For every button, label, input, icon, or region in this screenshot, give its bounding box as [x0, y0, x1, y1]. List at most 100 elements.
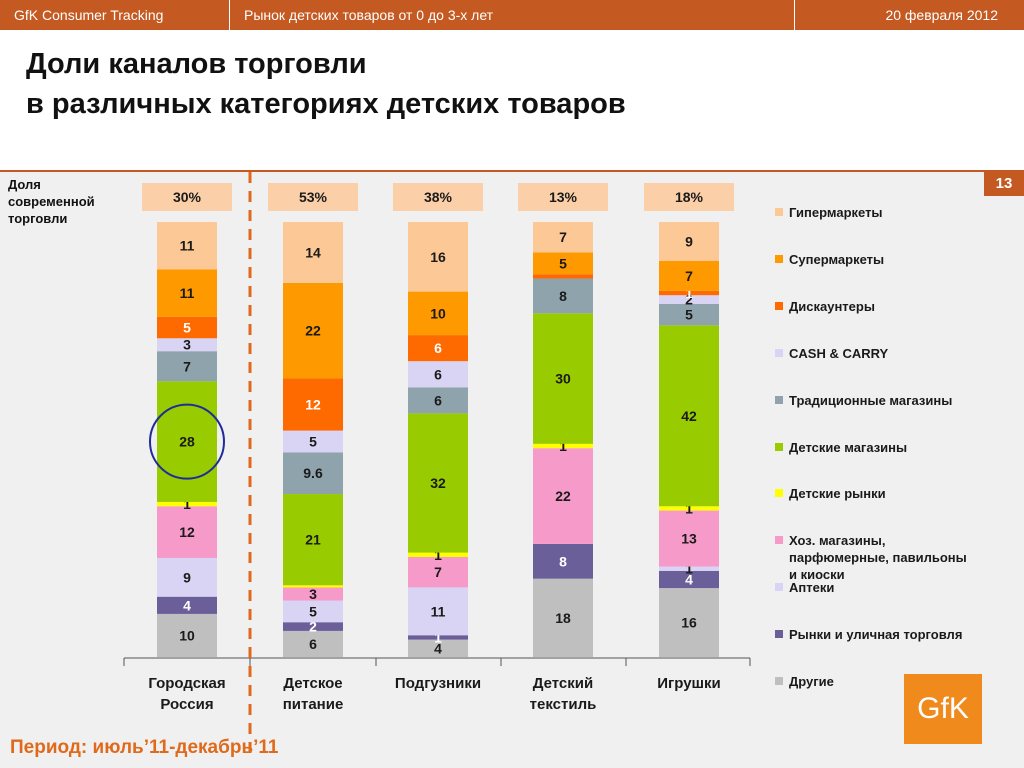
- bar-data-label: 28: [179, 434, 195, 450]
- legend-swatch: [775, 443, 783, 451]
- legend-label: CASH & CARRY: [789, 346, 889, 361]
- legend-label: Гипермаркеты: [789, 205, 883, 220]
- bar-data-label: 3: [183, 337, 191, 353]
- bar-segment: [659, 303, 719, 326]
- bar-segment: [408, 639, 468, 657]
- legend-swatch: [775, 536, 783, 544]
- bar-segment: [283, 585, 343, 588]
- legend-swatch: [775, 630, 783, 638]
- title-divider: [0, 170, 1024, 172]
- bar-segment: [533, 313, 593, 444]
- bar-data-label: 6: [434, 366, 442, 382]
- bar-segment: [283, 494, 343, 586]
- header-bar: GfK Consumer Tracking Рынок детских това…: [0, 0, 1024, 30]
- legend-swatch: [775, 489, 783, 497]
- share-value: 53%: [299, 189, 328, 205]
- legend-label: Детские магазины: [789, 440, 907, 455]
- bar-segment: [408, 556, 468, 588]
- bar-data-label: 9.6: [303, 465, 323, 481]
- highlight-circle: [149, 403, 225, 480]
- bar-data-label: 7: [559, 229, 567, 245]
- bar-segment: [283, 600, 343, 623]
- bar-data-label: 7: [183, 358, 191, 374]
- legend-label: Хоз. магазины, парфюмерные, павильоны и ки…: [789, 533, 967, 582]
- bar-segment: [157, 316, 217, 339]
- bar-segment: [408, 291, 468, 336]
- page-number: 13: [984, 172, 1024, 196]
- bar-data-label: 21: [305, 532, 321, 548]
- bar-data-label: 4: [434, 640, 442, 656]
- bar-data-label: 5: [559, 255, 567, 271]
- bar-data-label: 1: [183, 496, 191, 512]
- legend-label-line: Хоз. магазины,: [789, 533, 885, 548]
- bar-data-label: 22: [305, 323, 321, 339]
- bar-data-label: 1: [685, 500, 693, 516]
- bar-data-label: 9: [183, 569, 191, 585]
- category-label: текстиль: [530, 696, 597, 713]
- bar-data-label: 7: [434, 564, 442, 580]
- legend-label: Традиционные магазины: [789, 393, 952, 408]
- bar-segment: [533, 274, 593, 279]
- bar-segment: [533, 448, 593, 544]
- bar-segment: [283, 222, 343, 283]
- bar-segment: [659, 295, 719, 304]
- bar-segment: [408, 335, 468, 362]
- share-box: [142, 183, 232, 211]
- share-box: [393, 183, 483, 211]
- bar-data-label: 1: [559, 438, 567, 454]
- share-value: 30%: [173, 189, 202, 205]
- bar-data-label: 7: [685, 268, 693, 284]
- bar-data-label: 30: [555, 371, 571, 387]
- bar-segment: [157, 351, 217, 382]
- legend-swatch: [775, 677, 783, 685]
- bar-data-label: 13: [681, 531, 697, 547]
- bar-segment: [659, 570, 719, 589]
- legend-label: Дискаунтеры: [789, 299, 875, 314]
- bar-segment: [283, 630, 343, 657]
- bar-data-label: 5: [309, 603, 317, 619]
- bar-segment: [408, 361, 468, 388]
- share-box: [518, 183, 608, 211]
- bar-data-label: 11: [180, 238, 195, 254]
- bar-segment: [659, 588, 719, 657]
- bar-segment: [533, 578, 593, 657]
- category-label: Игрушки: [657, 675, 721, 692]
- legend-swatch: [775, 208, 783, 216]
- category-label: Детское: [283, 675, 342, 692]
- bar-segment: [533, 278, 593, 314]
- legend-label: Детские рынки: [789, 486, 886, 501]
- bar-segment: [283, 430, 343, 453]
- bar-segment: [408, 413, 468, 553]
- bar-data-label: 3: [309, 586, 317, 602]
- bar-segment: [157, 506, 217, 558]
- bar-data-label: 6: [434, 340, 442, 356]
- bar-data-label: 10: [430, 305, 446, 321]
- bar-segment: [157, 613, 217, 657]
- bar-segment: [157, 269, 217, 317]
- period-label: Период: июль’11-декабрь’11: [10, 737, 279, 758]
- header-brand: GfK Consumer Tracking: [14, 7, 164, 23]
- bar-data-label: 32: [430, 475, 446, 491]
- header-subject: Рынок детских товаров от 0 до 3-х лет: [244, 7, 494, 23]
- page-title-line-1: Доли каналов торговли: [26, 48, 367, 80]
- bar-data-label: 12: [305, 397, 321, 413]
- title-area: [0, 30, 1024, 170]
- category-label: Городская: [148, 675, 225, 692]
- bar-segment: [533, 543, 593, 579]
- bar-data-label: 8: [559, 288, 567, 304]
- legend-swatch: [775, 583, 783, 591]
- bar-segment: [157, 338, 217, 352]
- bar-segment: [533, 222, 593, 253]
- bar-segment: [659, 566, 719, 571]
- bar-segment: [659, 260, 719, 291]
- bar-data-label: 12: [179, 524, 195, 540]
- bar-segment: [408, 387, 468, 414]
- bar-segment: [533, 252, 593, 275]
- bar-data-label: 18: [555, 610, 571, 626]
- bar-data-label: 5: [685, 307, 693, 323]
- bar-data-label: 1: [434, 629, 442, 645]
- bar-data-label: 8: [559, 553, 567, 569]
- bar-data-label: 22: [555, 488, 571, 504]
- bar-segment: [283, 378, 343, 431]
- share-value: 18%: [675, 189, 704, 205]
